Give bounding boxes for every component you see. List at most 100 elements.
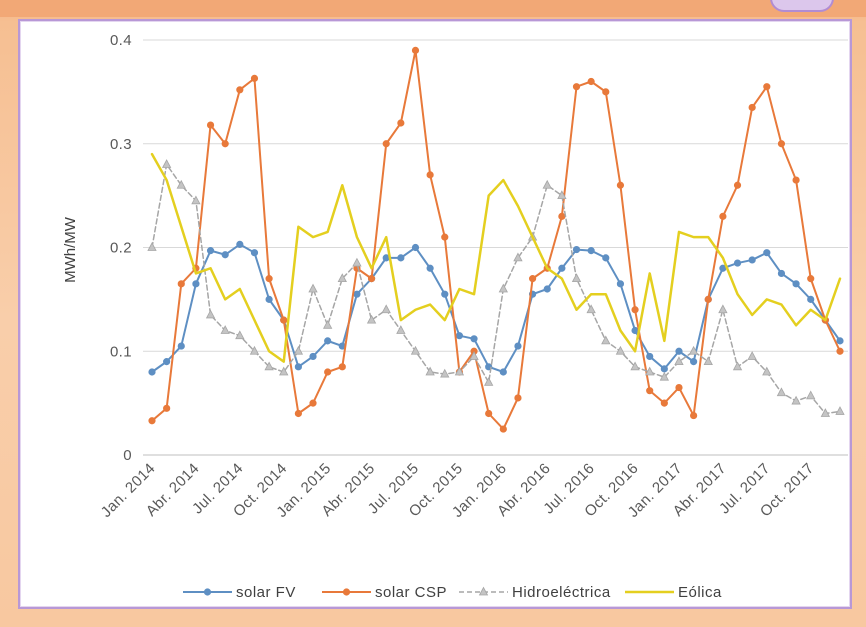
solar-csp-point xyxy=(719,212,727,220)
hidroelectrica-point xyxy=(542,179,552,189)
hidroelectrica-point xyxy=(249,345,260,355)
solar-fv-point xyxy=(646,352,654,361)
solar-fv-point xyxy=(836,337,844,345)
solar-fv-point xyxy=(748,256,756,264)
solar-csp-point xyxy=(763,83,771,91)
hidroelectrica-point xyxy=(469,351,479,360)
hidroelectrica-point xyxy=(396,325,406,334)
legend-label: solar CSP xyxy=(375,584,447,601)
hidroelectrica-point xyxy=(161,159,172,168)
hidroelectrica-point xyxy=(322,319,333,329)
window-frame-top xyxy=(0,0,866,17)
y-tick-label: 0.3 xyxy=(110,136,132,153)
solar-fv-point xyxy=(221,251,229,259)
hidroelectrica-point xyxy=(191,195,201,205)
hidroelectrica-point xyxy=(659,371,670,381)
hidroelectrica-point xyxy=(674,356,684,366)
hidroelectrica-point xyxy=(762,366,772,376)
legend-marker xyxy=(203,588,212,596)
solar-csp-point xyxy=(646,387,654,395)
hidroelectrica-point xyxy=(586,304,596,314)
solar-csp-point xyxy=(836,347,844,355)
hidroelectrica-point xyxy=(205,309,216,319)
legend-item-solar-fv: solar FV xyxy=(183,584,296,601)
solar-fv-point xyxy=(660,365,668,373)
hidroelectrica-point xyxy=(337,273,347,283)
solar-csp-point xyxy=(441,233,449,241)
solar-fv-point xyxy=(250,249,259,257)
solar-csp-point xyxy=(660,399,668,407)
solar-fv-point xyxy=(733,259,742,267)
series-layer xyxy=(147,46,845,433)
solar-csp-point xyxy=(280,316,288,324)
solar-fv-point xyxy=(499,368,507,376)
hidroelectrica-point xyxy=(776,387,787,397)
solar-fv-point xyxy=(792,280,800,288)
legend-label: solar FV xyxy=(236,584,296,601)
solar-fv-point xyxy=(807,295,815,303)
solar-csp-point xyxy=(294,409,302,418)
solar-csp-point xyxy=(426,171,434,179)
legend-item-solar-csp: solar CSP xyxy=(322,584,447,601)
solar-fv-point xyxy=(543,285,551,293)
solar-csp-point xyxy=(631,306,639,314)
solar-csp-point xyxy=(602,88,610,96)
hidroelectrica-point xyxy=(308,283,318,293)
hidroelectrica-point xyxy=(366,314,377,324)
solar-fv-series xyxy=(148,240,844,376)
solar-fv-point xyxy=(265,295,273,303)
solar-fv-point xyxy=(777,269,786,278)
solar-csp-point xyxy=(499,425,507,433)
legend-item-eolica: Eólica xyxy=(625,584,722,601)
solar-csp-point xyxy=(236,86,244,94)
solar-fv-point xyxy=(587,247,595,255)
solar-fv-point xyxy=(763,249,771,257)
solar-csp-point xyxy=(777,140,786,148)
y-tick-label: 0.2 xyxy=(110,240,132,257)
solar-csp-point xyxy=(367,275,376,283)
gridlines xyxy=(143,39,848,456)
solar-csp-point xyxy=(163,404,171,412)
hidroelectrica-line xyxy=(151,163,841,415)
solar-csp-point xyxy=(177,280,185,288)
solar-fv-point xyxy=(206,247,215,255)
solar-csp-point xyxy=(411,46,420,54)
solar-fv-point xyxy=(616,280,625,288)
hidroelectrica-point xyxy=(806,390,816,400)
legend-label: Hidroeléctrica xyxy=(512,584,611,601)
solar-csp-point xyxy=(485,409,493,418)
legend-marker xyxy=(478,586,489,596)
hidroelectrica-point xyxy=(601,335,611,345)
hidroelectrica-point xyxy=(791,395,801,405)
solar-fv-point xyxy=(294,363,302,371)
hidroelectrica-point xyxy=(381,304,391,314)
solar-csp-point xyxy=(792,176,800,184)
solar-fv-point xyxy=(397,254,405,262)
legend-marker xyxy=(342,588,351,596)
y-tick-label: 0.4 xyxy=(110,32,132,49)
solar-fv-point xyxy=(324,337,332,345)
solar-fv-point xyxy=(411,243,420,252)
solar-fv-point xyxy=(148,368,156,376)
solar-csp-point xyxy=(397,119,405,127)
solar-fv-point xyxy=(558,264,566,272)
hidroelectrica-point xyxy=(732,361,743,371)
hidroelectrica-point xyxy=(498,283,508,293)
solar-csp-point xyxy=(558,212,566,220)
solar-fv-point xyxy=(163,358,171,366)
solar-csp-point xyxy=(690,411,698,420)
solar-csp-point xyxy=(616,181,625,189)
solar-csp-point xyxy=(675,383,683,392)
y-axis-title: MWh/MW xyxy=(62,216,79,283)
solar-csp-point xyxy=(221,140,229,148)
hidroelectrica-point xyxy=(571,273,582,283)
legend: solar FV solar CSP Hidroeléctrica Eólica xyxy=(183,584,722,601)
solar-csp-point xyxy=(807,275,815,283)
hidroelectrica-point xyxy=(220,325,230,334)
solar-csp-point xyxy=(265,275,273,283)
hidroelectrica-point xyxy=(513,252,523,262)
solar-fv-point xyxy=(236,240,244,248)
solar-csp-point xyxy=(587,77,595,86)
